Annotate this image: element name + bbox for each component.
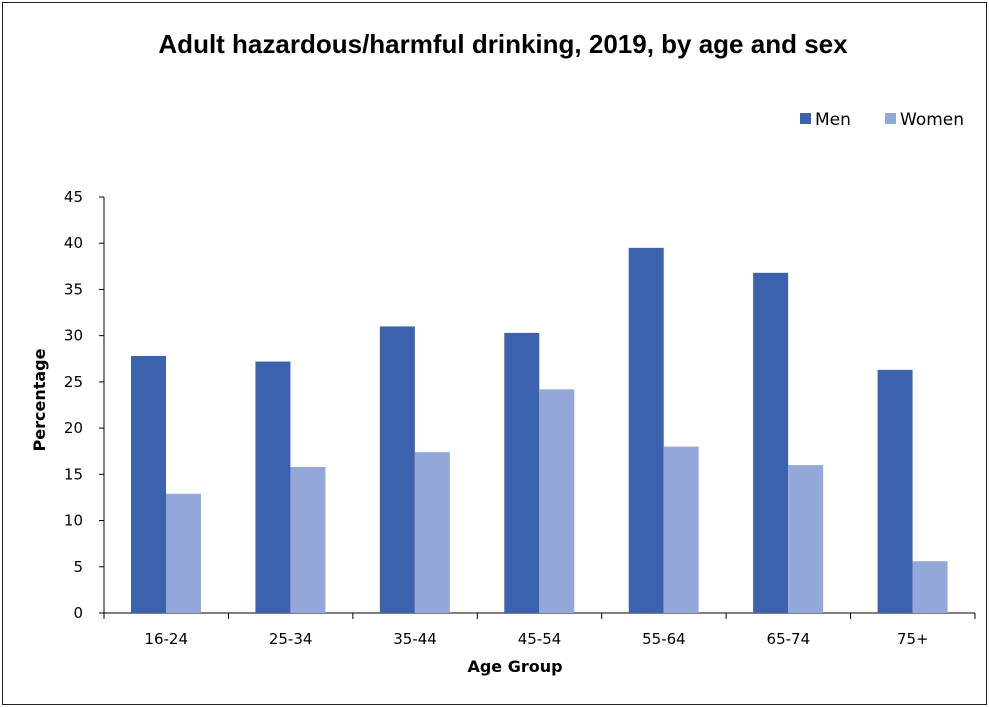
y-tick-label: 40 <box>64 234 83 252</box>
x-tick-label: 16-24 <box>144 630 188 648</box>
legend-label-women: Women <box>900 110 964 130</box>
x-tick-label: 55-64 <box>642 630 686 648</box>
x-tick-label: 25-34 <box>269 630 313 648</box>
y-tick-label: 30 <box>64 327 83 345</box>
bar-women-25-34 <box>290 466 326 613</box>
bars-group <box>131 247 948 613</box>
bar-men-16-24 <box>131 356 166 613</box>
bar-women-35-44 <box>414 452 450 613</box>
x-tick-label: 75+ <box>897 630 929 648</box>
bar-women-45-54 <box>539 389 575 613</box>
x-tick-label: 65-74 <box>767 630 811 648</box>
legend-label-men: Men <box>815 110 851 130</box>
legend-swatch-men <box>800 113 811 124</box>
y-tick-label: 25 <box>64 373 83 391</box>
x-axis-title: Age Group <box>467 657 562 676</box>
bar-men-55-64 <box>628 247 664 613</box>
bar-women-75+ <box>912 561 948 613</box>
legend-swatch-women <box>885 113 896 124</box>
bar-men-75+ <box>877 369 913 613</box>
y-axis: 0 5 10 15 20 25 30 35 40 45 <box>64 188 105 622</box>
chart-canvas: Adult hazardous/harmful drinking, 2019, … <box>30 29 976 676</box>
bar-men-65-74 <box>753 272 789 613</box>
x-tick-label: 45-54 <box>518 630 562 648</box>
legend: Men Women <box>800 110 964 130</box>
y-tick-label: 35 <box>64 280 83 298</box>
bar-women-65-74 <box>788 465 824 613</box>
bar-men-35-44 <box>379 326 415 613</box>
bar-women-16-24 <box>166 493 201 613</box>
chart-title: Adult hazardous/harmful drinking, 2019, … <box>158 29 848 59</box>
y-tick-label: 5 <box>73 558 83 576</box>
y-tick-label: 15 <box>64 465 83 483</box>
x-axis: 16-24 25-34 35-44 45-54 55-64 65-74 75+ <box>103 612 976 648</box>
y-axis-title: Percentage <box>30 348 49 451</box>
bar-men-25-34 <box>255 361 291 613</box>
bar-men-45-54 <box>504 332 540 613</box>
y-tick-label: 10 <box>64 512 83 530</box>
y-tick-label: 45 <box>64 188 83 206</box>
y-tick-label: 0 <box>73 604 83 622</box>
x-tick-label: 35-44 <box>393 630 437 648</box>
bar-women-55-64 <box>663 446 699 613</box>
y-tick-label: 20 <box>64 419 83 437</box>
